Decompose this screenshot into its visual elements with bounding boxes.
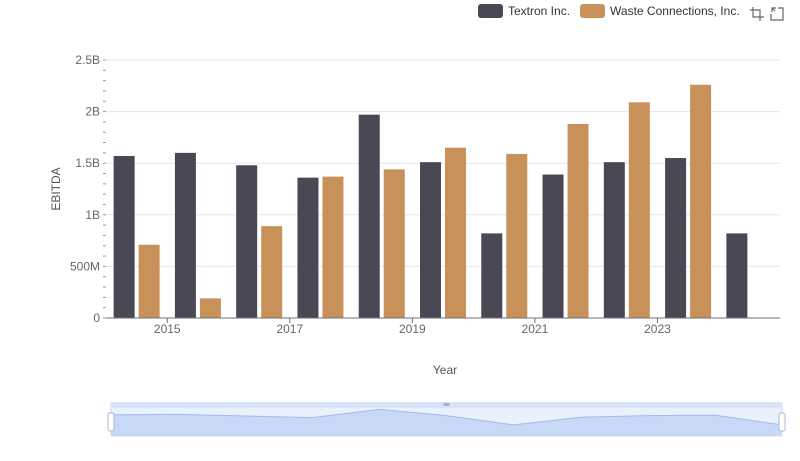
bar-textron-2017 <box>297 177 319 318</box>
legend-item-waste-connections[interactable]: Waste Connections, Inc. <box>580 4 740 18</box>
bar-waste-connections-2015 <box>199 298 221 318</box>
bar-waste-connections-2022 <box>628 102 650 318</box>
bar-textron-2023 <box>665 158 687 318</box>
y-tick-label: 2B <box>85 105 100 119</box>
bar-textron-2019 <box>420 162 441 318</box>
bar-textron-2016 <box>236 165 258 318</box>
bar-waste-connections-2020 <box>506 153 528 318</box>
y-tick-label: 2.5B <box>75 53 100 67</box>
bar-waste-connections-2016 <box>261 226 283 318</box>
zoom-icon[interactable] <box>748 5 766 23</box>
zoom-selection <box>111 403 782 436</box>
legend-label-textron: Textron Inc. <box>508 4 571 18</box>
x-axis: 2015 2017 2019 2021 2023 <box>154 318 671 336</box>
legend-swatch-textron <box>478 4 503 18</box>
legend: Textron Inc. Waste Connections, Inc. <box>478 4 750 18</box>
x-tick-label: 2021 <box>522 322 549 336</box>
bar-waste-connections-2017 <box>322 176 344 318</box>
bar-waste-connections-2021 <box>567 123 589 318</box>
x-tick-label: 2015 <box>154 322 181 336</box>
toolbox <box>746 5 786 23</box>
legend-label-waste-connections: Waste Connections, Inc. <box>610 4 740 18</box>
data-zoom-slider[interactable] <box>107 402 786 437</box>
y-tick-label: 1.5B <box>75 156 100 170</box>
y-tick-label: 0 <box>93 311 100 325</box>
zoom-preview-line <box>110 408 783 426</box>
y-axis-title: EBITDA <box>49 167 63 210</box>
legend-item-textron[interactable]: Textron Inc. <box>478 4 570 18</box>
bar-textron-2021 <box>542 174 564 318</box>
bar-textron-2024 <box>726 233 748 318</box>
bar-textron-2014 <box>113 155 135 318</box>
bar-waste-connections-2018 <box>383 169 405 318</box>
bar-waste-connections-2019 <box>445 147 466 318</box>
zoom-handle-left <box>107 412 115 432</box>
bar-waste-connections-2014 <box>138 244 160 318</box>
x-tick-label: 2019 <box>399 322 426 336</box>
bar-series <box>113 84 748 318</box>
bar-textron-2018 <box>358 114 380 318</box>
y-tick-label: 500M <box>70 259 100 273</box>
bar-textron-2022 <box>603 162 625 318</box>
x-tick-label: 2017 <box>276 322 303 336</box>
restore-icon[interactable] <box>768 5 786 23</box>
bar-textron-2015 <box>174 152 196 318</box>
bar-textron-2020 <box>481 233 503 318</box>
x-axis-title: Year <box>433 363 457 377</box>
legend-swatch-waste-connections <box>580 4 606 18</box>
y-axis: 0 500M 1B 1.5B 2B 2.5B <box>70 53 106 325</box>
y-tick-label: 1B <box>85 208 100 222</box>
bar-waste-connections-2023 <box>690 84 712 318</box>
zoom-handle-right <box>778 412 786 432</box>
x-tick-label: 2023 <box>644 322 671 336</box>
zoom-preview-area <box>111 409 782 436</box>
zoom-move-grip <box>443 403 450 406</box>
